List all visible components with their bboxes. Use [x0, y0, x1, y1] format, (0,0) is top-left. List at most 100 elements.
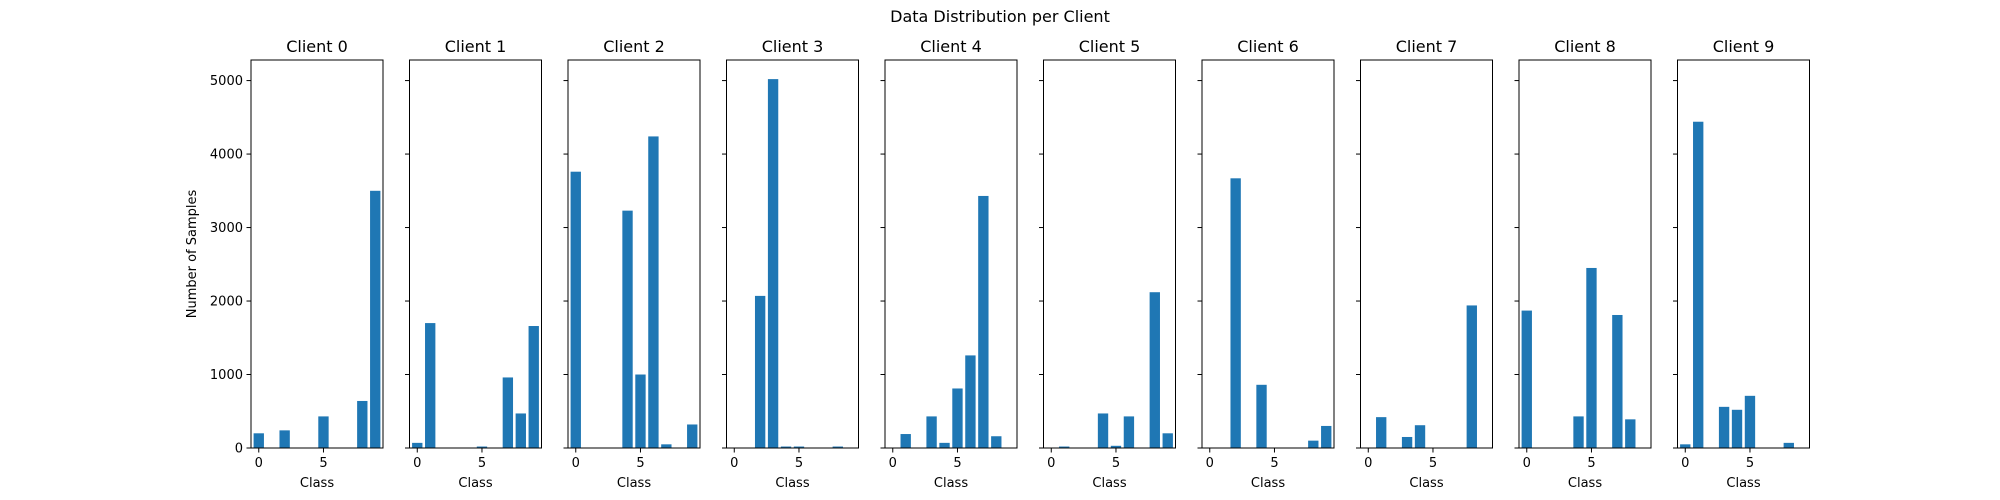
axes-frame-client-3 — [726, 59, 859, 449]
subplot-title-client-5: Client 5 — [1079, 37, 1141, 56]
bar-client-5-class-5 — [1110, 445, 1122, 448]
x-tick-label-client-7-5: 5 — [1429, 456, 1437, 471]
axes-frame-client-4 — [884, 59, 1018, 449]
subplot-title-client-6: Client 6 — [1237, 37, 1299, 56]
bar-client-2-class-9 — [687, 424, 698, 448]
x-axis-label-client-5: Class — [1092, 476, 1126, 491]
bar-client-5-class-4 — [1097, 413, 1109, 448]
x-tick-label-client-0-5: 5 — [319, 456, 327, 471]
x-tick-label-client-9-0: 0 — [1681, 456, 1689, 471]
bar-client-4-class-5 — [952, 388, 963, 448]
x-tick-label-client-8-5: 5 — [1587, 456, 1595, 471]
bar-client-2-class-0 — [570, 171, 581, 448]
bar-client-5-class-6 — [1123, 416, 1135, 448]
bar-client-4-class-6 — [965, 355, 976, 448]
x-tick-label-client-4-5: 5 — [953, 456, 961, 471]
bar-client-4-class-4 — [939, 442, 950, 448]
subplot-title-client-9: Client 9 — [1713, 37, 1775, 56]
bar-client-1-class-9 — [528, 326, 539, 448]
bar-client-0-class-8 — [357, 400, 368, 448]
bar-client-8-class-5 — [1586, 267, 1597, 448]
bar-client-5-class-1 — [1059, 446, 1070, 448]
x-axis-label-client-6: Class — [1251, 476, 1285, 491]
axes-frame-client-9 — [1677, 59, 1810, 449]
subplot-title-client-1: Client 1 — [445, 37, 507, 56]
x-axis-label-client-2: Class — [617, 476, 651, 491]
bar-client-2-class-6 — [648, 136, 659, 449]
bar-client-2-class-5 — [635, 374, 646, 448]
bar-client-0-class-5 — [318, 416, 329, 448]
bar-client-6-class-2 — [1230, 178, 1241, 448]
y-tick-label-2000: 2000 — [210, 295, 243, 310]
bar-client-3-class-5 — [793, 446, 805, 448]
bar-client-9-class-4 — [1731, 409, 1743, 448]
bar-client-9-class-0 — [1680, 444, 1691, 448]
bar-client-9-class-8 — [1783, 442, 1794, 448]
subplot-client-5: 0 5 Client 5 Class — [1039, 37, 1176, 491]
x-tick-label-client-8-0: 0 — [1523, 456, 1531, 471]
axes-frame-client-8 — [1518, 59, 1652, 449]
bar-client-7-class-8 — [1466, 305, 1477, 448]
x-tick-label-client-7-0: 0 — [1364, 456, 1372, 471]
bar-client-3-class-4 — [780, 446, 792, 448]
axes-frame-client-2 — [567, 59, 701, 449]
x-tick-label-client-5-5: 5 — [1112, 456, 1120, 471]
x-tick-label-client-5-0: 0 — [1047, 456, 1055, 471]
x-tick-label-client-6-0: 0 — [1206, 456, 1214, 471]
x-tick-label-client-1-5: 5 — [478, 456, 486, 471]
bar-client-4-class-3 — [926, 416, 937, 448]
bar-client-9-class-5 — [1744, 395, 1756, 448]
x-tick-label-client-3-5: 5 — [795, 456, 803, 471]
subplot-title-client-8: Client 8 — [1554, 37, 1616, 56]
x-axis-label-client-1: Class — [458, 476, 492, 491]
chart-suptitle: Data Distribution per Client — [890, 7, 1110, 26]
bar-client-8-class-8 — [1625, 419, 1636, 448]
axes-frame-client-0 — [250, 59, 384, 449]
x-axis-label-client-3: Class — [775, 476, 809, 491]
bar-client-5-class-8 — [1149, 292, 1160, 448]
x-axis-label-client-4: Class — [934, 476, 968, 491]
bar-client-0-class-9 — [370, 190, 381, 449]
subplot-client-3: 0 5 Client 3 Class — [722, 37, 859, 491]
x-tick-label-client-3-0: 0 — [730, 456, 738, 471]
bar-client-1-class-0 — [412, 442, 423, 448]
subplot-client-6: 0 5 Client 6 Class — [1197, 37, 1335, 491]
x-tick-label-client-2-5: 5 — [636, 456, 644, 471]
subplot-client-9: 0 5 Client 9 Class — [1673, 37, 1810, 491]
x-axis-label-client-9: Class — [1726, 476, 1760, 491]
bar-client-5-class-9 — [1162, 433, 1173, 448]
x-tick-label-client-6-5: 5 — [1270, 456, 1278, 471]
axes-frame-client-5 — [1043, 59, 1176, 449]
subplot-client-8: 0 5 Client 8 Class — [1514, 37, 1652, 491]
subplot-title-client-4: Client 4 — [920, 37, 982, 56]
bar-client-4-class-7 — [978, 195, 989, 448]
axes-frame-client-6 — [1201, 59, 1335, 449]
bar-client-1-class-8 — [515, 413, 526, 448]
y-tick-label-1000: 1000 — [210, 368, 243, 383]
bar-client-9-class-1 — [1693, 121, 1704, 448]
x-axis-label-client-7: Class — [1409, 476, 1443, 491]
y-tick-label-0: 0 — [235, 442, 243, 457]
subplot-client-4: 0 5 Client 4 Class — [880, 37, 1018, 491]
bar-client-7-class-4 — [1414, 425, 1426, 448]
subplot-title-client-3: Client 3 — [762, 37, 824, 56]
bar-client-1-class-1 — [425, 323, 436, 448]
bar-client-4-class-1 — [900, 434, 911, 448]
x-tick-label-client-4-0: 0 — [889, 456, 897, 471]
bar-client-1-class-5 — [476, 446, 488, 448]
bar-client-8-class-4 — [1573, 416, 1584, 448]
subplot-title-client-0: Client 0 — [286, 37, 348, 56]
bar-client-6-class-8 — [1308, 440, 1319, 448]
bar-client-3-class-8 — [832, 446, 843, 448]
y-tick-label-5000: 5000 — [210, 74, 243, 89]
subplot-client-0: 0 1000 2000 3000 4000 5000 0 5 Client 0 Class — [210, 37, 384, 491]
bar-client-3-class-3 — [767, 79, 779, 449]
bar-client-0-class-2 — [279, 430, 290, 448]
subplot-client-2: 0 5 Client 2 Class — [563, 37, 701, 491]
bar-client-7-class-1 — [1376, 417, 1387, 448]
bar-client-3-class-2 — [754, 295, 766, 448]
bar-client-8-class-0 — [1521, 310, 1532, 448]
x-axis-label-client-8: Class — [1568, 476, 1602, 491]
